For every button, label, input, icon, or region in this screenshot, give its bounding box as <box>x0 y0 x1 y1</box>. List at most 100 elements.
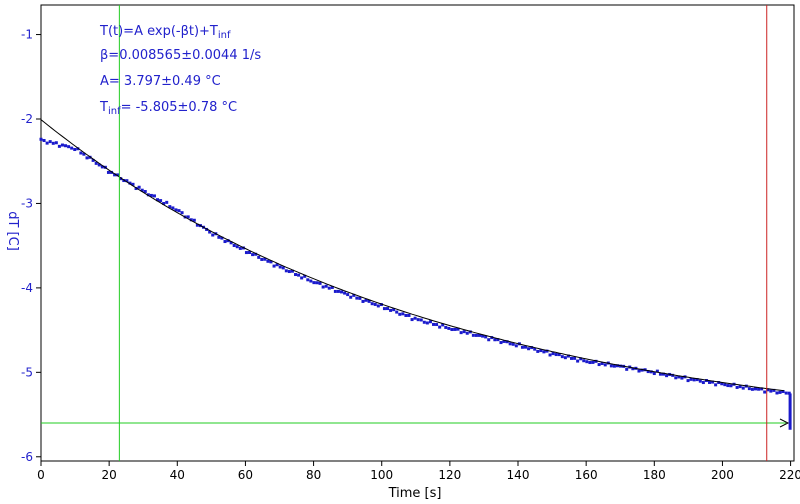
data-point <box>229 241 233 245</box>
data-point <box>389 308 393 312</box>
data-point <box>468 330 472 334</box>
data-point <box>747 387 751 391</box>
data-point <box>287 270 291 274</box>
data-point <box>278 265 282 269</box>
data-point <box>453 327 457 331</box>
data-point <box>373 302 377 306</box>
data-point <box>333 289 337 293</box>
data-point <box>637 369 641 373</box>
y-axis-title: dT [C] <box>5 211 20 251</box>
data-point <box>416 318 420 322</box>
data-point <box>425 321 429 325</box>
data-point <box>284 269 288 273</box>
data-point <box>51 141 55 145</box>
cursor-arrow-icon <box>779 418 790 428</box>
data-point <box>753 387 757 391</box>
data-point <box>505 340 509 344</box>
data-point <box>45 141 49 145</box>
data-point <box>576 359 580 363</box>
data-point <box>340 290 344 294</box>
data-point <box>254 252 258 256</box>
data-point <box>152 194 156 198</box>
data-point <box>119 177 123 181</box>
data-point <box>336 289 340 293</box>
y-tick-label: -5 <box>21 365 33 379</box>
data-point <box>128 181 132 185</box>
data-point <box>708 380 712 384</box>
x-tick-label: 120 <box>438 468 461 482</box>
data-point <box>64 144 68 148</box>
data-point <box>741 386 745 390</box>
data-point <box>474 333 478 337</box>
data-point <box>717 381 721 385</box>
data-point <box>646 370 650 374</box>
data-point <box>165 200 169 204</box>
data-point <box>257 255 261 259</box>
data-point <box>545 349 549 353</box>
data-point <box>97 163 101 167</box>
data-point <box>159 199 163 203</box>
data-point <box>309 279 313 283</box>
data-point <box>125 179 129 183</box>
x-tick-label: 80 <box>306 468 321 482</box>
y-tick-label: -3 <box>21 196 33 210</box>
data-point <box>536 349 540 353</box>
data-point <box>232 243 236 247</box>
data-point <box>591 360 595 364</box>
data-point <box>113 173 117 177</box>
fit-curve-layer <box>40 119 784 392</box>
fit-curve <box>40 119 784 392</box>
data-point <box>557 353 561 357</box>
data-point <box>60 143 64 147</box>
data-point <box>438 325 442 329</box>
data-point <box>677 375 681 379</box>
data-point <box>735 385 739 389</box>
data-point <box>272 264 276 268</box>
data-point <box>680 376 684 380</box>
data-point <box>100 165 104 169</box>
x-tick-label: 140 <box>507 468 530 482</box>
data-point <box>248 250 252 254</box>
data-point <box>85 156 89 160</box>
data-point <box>275 263 279 267</box>
data-point <box>588 361 592 365</box>
data-point <box>343 291 347 295</box>
data-point <box>398 312 402 316</box>
data-point <box>750 387 754 391</box>
data-point <box>487 338 491 342</box>
data-point <box>106 170 110 174</box>
data-point <box>220 236 224 240</box>
data-point <box>714 383 718 387</box>
data-point <box>407 313 411 317</box>
data-point <box>551 352 555 356</box>
data-point <box>609 364 613 368</box>
data-point <box>235 245 239 249</box>
data-point <box>410 318 414 322</box>
data-point <box>281 266 285 270</box>
data-point <box>496 338 500 342</box>
data-point <box>137 185 141 189</box>
data-point <box>695 378 699 382</box>
data-point <box>82 152 86 156</box>
data-point <box>349 295 353 299</box>
data-point <box>560 355 564 359</box>
data-point <box>447 326 451 330</box>
data-point <box>769 389 773 393</box>
data-point <box>766 388 770 392</box>
cursor-lines-layer <box>41 5 790 461</box>
data-point <box>478 333 482 337</box>
x-tick-label: 100 <box>370 468 393 482</box>
data-point <box>689 377 693 381</box>
data-point <box>784 391 788 395</box>
data-point <box>48 140 52 144</box>
data-point <box>223 240 227 244</box>
fit-beta: β=0.008565±0.0044 1/s <box>100 48 261 63</box>
y-tick-label: -4 <box>21 281 33 295</box>
data-point <box>701 381 705 385</box>
data-point <box>456 327 460 331</box>
data-point <box>217 235 221 239</box>
data-point <box>324 284 328 288</box>
data-point <box>729 384 733 388</box>
data-point <box>300 276 304 280</box>
data-points-layer <box>39 137 792 430</box>
